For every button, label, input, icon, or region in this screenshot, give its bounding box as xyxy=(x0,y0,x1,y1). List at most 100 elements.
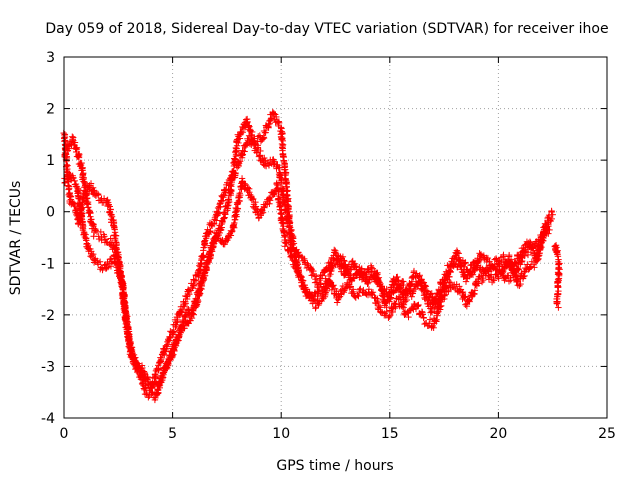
data-point xyxy=(169,329,176,336)
x-tick-label: 10 xyxy=(272,426,290,442)
x-tick-label: 15 xyxy=(381,426,399,442)
data-point xyxy=(103,197,111,205)
data-point xyxy=(273,180,280,188)
data-point xyxy=(494,273,502,281)
data-point xyxy=(331,246,338,254)
data-point xyxy=(201,238,208,245)
data-point xyxy=(427,309,434,316)
data-point xyxy=(549,211,556,218)
data-point xyxy=(233,145,240,152)
x-tick-label: 20 xyxy=(489,426,507,442)
y-tick-label: 0 xyxy=(46,205,55,221)
data-point xyxy=(75,193,82,200)
data-point xyxy=(111,229,119,236)
data-point xyxy=(261,129,269,136)
data-point xyxy=(166,334,173,342)
data-point xyxy=(90,256,98,263)
data-point xyxy=(517,280,524,288)
data-point xyxy=(206,228,213,236)
data-point xyxy=(96,258,104,265)
data-point xyxy=(277,179,285,186)
data-point xyxy=(313,273,320,280)
data-point xyxy=(157,358,165,365)
data-point xyxy=(173,321,180,329)
data-point xyxy=(82,235,90,242)
data-point xyxy=(191,277,198,285)
x-tick-label: 5 xyxy=(168,426,177,442)
data-point xyxy=(108,213,116,220)
grid xyxy=(64,57,607,418)
data-point xyxy=(104,263,112,271)
plot-frame xyxy=(63,56,608,419)
data-point xyxy=(277,174,284,181)
data-point xyxy=(261,154,268,162)
data-point xyxy=(90,250,97,258)
y-tick-label: -4 xyxy=(41,411,55,427)
data-point xyxy=(236,158,244,165)
y-axis-label: SDTVAR / TECUs xyxy=(8,181,24,296)
data-point xyxy=(106,203,113,210)
data-point xyxy=(142,384,149,391)
chart-title: Day 059 of 2018, Sidereal Day-to-day VTE… xyxy=(45,21,608,37)
data-point xyxy=(65,185,73,192)
data-point xyxy=(80,196,87,204)
data-point xyxy=(87,180,95,187)
y-tick-label: 3 xyxy=(46,50,55,66)
data-point xyxy=(112,232,120,239)
data-point xyxy=(192,276,200,284)
data-point xyxy=(279,141,287,148)
x-tick-label: 25 xyxy=(598,426,616,442)
data-point xyxy=(214,210,221,218)
data-point xyxy=(197,261,204,268)
data-point xyxy=(200,247,207,254)
data-point xyxy=(308,272,315,279)
data-point xyxy=(255,153,263,160)
data-point xyxy=(531,264,538,271)
data-point xyxy=(94,191,102,199)
x-axis-label: GPS time / hours xyxy=(276,458,393,474)
y-tick-label: -1 xyxy=(41,256,55,272)
data-point xyxy=(312,305,319,312)
data-point xyxy=(304,260,311,267)
data-point xyxy=(520,273,527,280)
data-point xyxy=(403,296,410,304)
data-point xyxy=(412,274,420,281)
data-point xyxy=(463,275,470,282)
axes xyxy=(63,56,608,419)
data-point xyxy=(178,308,185,315)
data-point xyxy=(61,133,69,141)
data-point xyxy=(548,207,555,215)
data-point xyxy=(395,277,402,284)
data-point xyxy=(137,376,145,383)
data-point xyxy=(156,358,164,366)
data-point xyxy=(190,282,197,289)
data-point xyxy=(162,342,170,349)
data-point xyxy=(256,152,264,159)
data-point xyxy=(190,280,198,288)
data-point xyxy=(554,284,561,291)
data-point xyxy=(174,318,181,325)
data-point xyxy=(103,264,110,272)
data-point xyxy=(155,366,162,374)
data-point xyxy=(319,272,326,279)
y-tick-label: 2 xyxy=(46,102,55,118)
data-point xyxy=(352,263,360,270)
y-tick-label: -2 xyxy=(41,308,55,324)
data-point xyxy=(170,328,177,335)
data-point xyxy=(145,394,152,401)
x-tick-label: 0 xyxy=(60,426,69,442)
data-point xyxy=(207,227,214,235)
data-point xyxy=(490,277,498,284)
y-tick-label: -3 xyxy=(41,359,55,375)
y-tick-label: 1 xyxy=(46,153,55,169)
data-point xyxy=(265,162,273,169)
data-point xyxy=(196,266,203,274)
data-point xyxy=(76,206,83,214)
data-point xyxy=(242,142,250,149)
data-point xyxy=(74,194,82,202)
data-point xyxy=(199,252,206,260)
data-points xyxy=(60,108,563,404)
data-point xyxy=(280,157,288,164)
data-point xyxy=(548,215,555,223)
